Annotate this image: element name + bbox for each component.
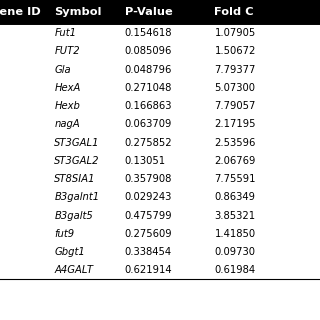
- Text: Fold C: Fold C: [214, 7, 254, 17]
- Text: 7.75591: 7.75591: [214, 174, 256, 184]
- Text: 3.85321: 3.85321: [214, 211, 256, 220]
- Text: 0.61984: 0.61984: [214, 265, 256, 275]
- Text: 5.07300: 5.07300: [214, 83, 255, 93]
- Text: 7.79377: 7.79377: [214, 65, 256, 75]
- Text: nagA: nagA: [54, 119, 80, 129]
- Text: Gla: Gla: [54, 65, 71, 75]
- Text: 7.79057: 7.79057: [214, 101, 256, 111]
- Text: 2.53596: 2.53596: [214, 138, 256, 148]
- Text: 0.357908: 0.357908: [125, 174, 172, 184]
- Bar: [0, 42, 320, 60]
- Text: B3galt5: B3galt5: [54, 211, 93, 220]
- Bar: [0, 261, 320, 279]
- Text: 0.085096: 0.085096: [125, 46, 172, 56]
- Text: 0.13051: 0.13051: [125, 156, 166, 166]
- Text: fut9: fut9: [54, 229, 75, 239]
- Text: 2.17195: 2.17195: [214, 119, 256, 129]
- Text: Symbol: Symbol: [54, 7, 102, 17]
- Bar: [0, 60, 320, 79]
- Bar: [0, 170, 320, 188]
- Bar: [0, 24, 320, 42]
- Bar: [0, 133, 320, 152]
- Text: 0.048796: 0.048796: [125, 65, 172, 75]
- Text: 0.063709: 0.063709: [125, 119, 172, 129]
- Text: 0.166863: 0.166863: [125, 101, 172, 111]
- Text: 1.41850: 1.41850: [214, 229, 256, 239]
- Bar: [0, 79, 320, 97]
- Text: 0.154618: 0.154618: [125, 28, 172, 38]
- Text: P-Value: P-Value: [125, 7, 172, 17]
- Text: Hexb: Hexb: [54, 101, 80, 111]
- Bar: [0, 243, 320, 261]
- Bar: [0, 206, 320, 225]
- Text: 0.275852: 0.275852: [125, 138, 172, 148]
- Text: ST8SIA1: ST8SIA1: [54, 174, 96, 184]
- Bar: [0, 225, 320, 243]
- Text: HexA: HexA: [54, 83, 81, 93]
- Bar: [0, 152, 320, 170]
- Bar: [0, 115, 320, 133]
- Text: 0.275609: 0.275609: [125, 229, 172, 239]
- Text: 1.07905: 1.07905: [214, 28, 256, 38]
- Bar: [0, 0, 320, 24]
- Bar: [0, 188, 320, 206]
- Text: ST3GAL1: ST3GAL1: [54, 138, 100, 148]
- Text: 0.338454: 0.338454: [125, 247, 172, 257]
- Text: A4GALT: A4GALT: [54, 265, 93, 275]
- Text: 0.621914: 0.621914: [125, 265, 172, 275]
- Text: 2.06769: 2.06769: [214, 156, 256, 166]
- Text: ST3GAL2: ST3GAL2: [54, 156, 100, 166]
- Text: FUT2: FUT2: [54, 46, 80, 56]
- Text: 1.50672: 1.50672: [214, 46, 256, 56]
- Text: 0.86349: 0.86349: [214, 192, 255, 202]
- Text: 0.271048: 0.271048: [125, 83, 172, 93]
- Text: Fut1: Fut1: [54, 28, 76, 38]
- Text: B3galnt1: B3galnt1: [54, 192, 100, 202]
- Text: 0.029243: 0.029243: [125, 192, 172, 202]
- Bar: [0, 97, 320, 115]
- Text: 0.09730: 0.09730: [214, 247, 255, 257]
- Text: Gene ID: Gene ID: [0, 7, 41, 17]
- Text: 0.475799: 0.475799: [125, 211, 172, 220]
- Text: Gbgt1: Gbgt1: [54, 247, 85, 257]
